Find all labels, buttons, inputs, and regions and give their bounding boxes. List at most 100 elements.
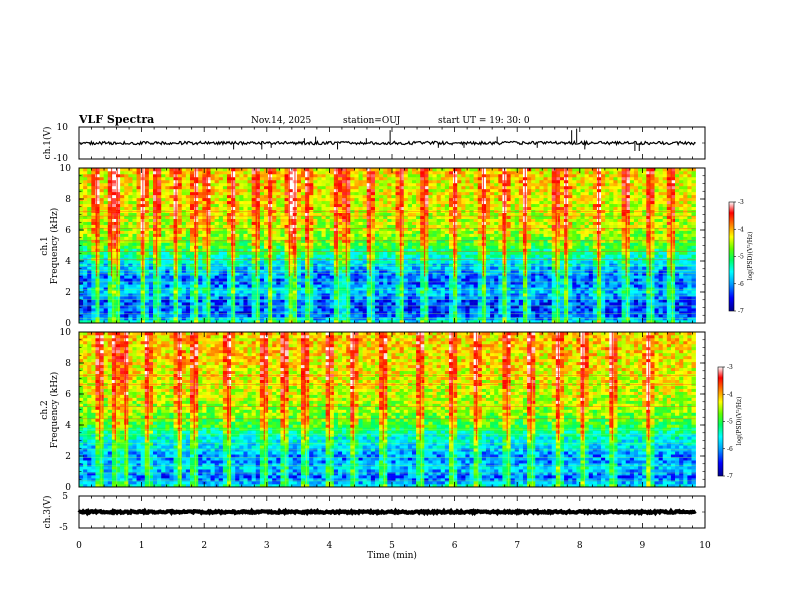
spectrogram-cell [87,314,92,318]
spectrogram-cell [111,224,117,228]
spectrogram-cell [494,308,499,312]
spectrogram-cell [461,302,466,306]
spectrogram-cell [601,233,606,237]
spectrogram-cell [465,314,470,318]
spectrogram-cell [518,287,524,291]
spectrogram-cell [379,260,384,264]
spectrogram-cell [181,287,187,291]
spectrogram-cell [99,275,104,279]
spectrogram-cell [518,239,524,243]
spectrogram-cell [453,308,458,312]
spectrogram-cell [251,242,257,246]
spectrogram-cell [547,293,553,297]
spectrogram-cell [658,284,664,288]
spectrogram-cell [461,266,466,270]
spectrogram-cell [448,278,454,282]
spectrogram-cell [354,317,359,321]
spectrogram-cell [432,233,437,237]
spectrogram-cell [189,308,195,312]
spectrogram-cell [498,314,503,318]
spectrogram-cell [300,227,306,231]
spectrogram-cell [296,287,302,291]
spectrogram-cell [346,317,351,321]
spectrogram-cell [317,257,322,261]
spectrogram-cell [350,266,355,270]
spectrogram-cell [601,242,606,246]
spectrogram-cell [300,296,306,300]
spectrogram-cell [218,320,224,323]
spectrogram-cell [358,299,363,303]
spectrogram-cell [510,305,516,309]
spectrogram-cell [374,254,380,258]
spectrogram-cell [490,284,495,288]
spectrogram-cell [231,260,236,264]
spectrogram-cell [358,296,363,300]
spectrogram-cell [169,266,174,270]
spectrogram-cell [391,272,396,276]
spectrogram-cell [136,287,141,291]
spectrogram-cell [128,317,133,321]
spectrogram-cell [198,287,203,291]
spectrogram-cell [420,272,425,276]
spectrogram-cell [481,278,487,282]
spectrogram-cell [148,248,154,252]
spectrogram-cell [362,245,368,249]
spectrogram-cell [152,290,158,294]
spectrogram-cell [333,311,339,315]
spectrogram-cell [679,287,684,291]
spectrogram-cell [584,281,590,285]
spectrogram-cell [617,251,622,255]
spectrogram-cell [522,317,528,321]
spectrogram-cell [547,308,553,312]
spectrogram-cell [173,293,178,297]
spectrogram-cell [292,275,298,279]
spectrogram-cell [120,281,125,285]
spectrogram-cell [391,245,396,249]
spectrogram-cell [588,275,594,279]
spectrogram-cell [465,227,470,231]
spectrogram-cell [490,311,495,315]
spectrogram-cell [317,236,322,240]
spectrogram-cell [120,308,125,312]
spectrogram-cell [251,320,257,323]
start-time-label: start UT = 19: 30: 0 [438,116,530,126]
spectrogram-cell [99,284,104,288]
spectrogram-cell [551,317,557,321]
spectrogram-cell [440,308,446,312]
spectrogram-cell [280,254,285,258]
spectrogram-cell [485,293,491,297]
spectrogram-cell [403,254,409,258]
spectrogram-cell [576,296,581,300]
spectrogram-cell [638,314,643,318]
spectrogram-cell [539,320,544,323]
spectrogram-cell [189,299,195,303]
spectrogram-cell [572,257,577,261]
spectrogram-cell [305,293,310,297]
spectrogram-cell [514,278,520,282]
spectrogram-cell [568,317,573,321]
spectrogram-cell [403,269,409,273]
spectrogram-cell [551,296,557,300]
spectrogram-cell [259,320,265,323]
spectrogram-cell [391,314,396,318]
spectrogram-cell [181,314,187,318]
spectrogram-cell [601,311,606,315]
spectrogram-cell [235,296,240,300]
spectrogram-cell [103,293,109,297]
spectrogram-cell [165,317,170,321]
spectrogram-cell [621,230,627,234]
spectrogram-cell [650,236,655,240]
spectrogram-cell [564,275,569,279]
spectrogram-cell [181,284,187,288]
spectrogram-cell [420,278,425,282]
spectrogram-cell [107,248,113,252]
spectrogram-cell [469,263,474,267]
spectrogram-cell [103,248,109,252]
spectrogram-cell [420,299,425,303]
spectrogram-cell [453,296,458,300]
spectrogram-cell [592,308,598,312]
spectrogram-cell [239,224,244,228]
spectrogram-cell [231,242,236,246]
spectrogram-cell [654,281,659,285]
spectrogram-cell [592,269,598,273]
